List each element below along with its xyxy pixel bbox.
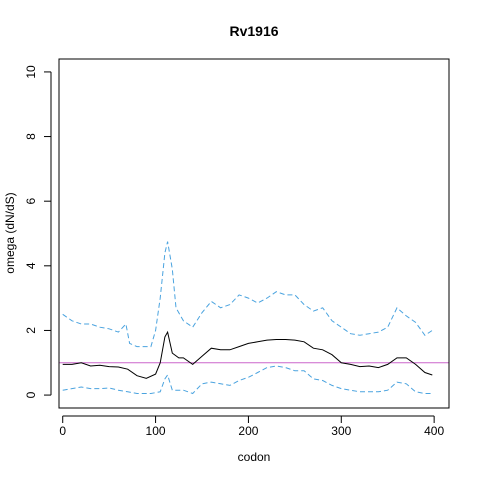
y-tick-label: 4 xyxy=(24,262,38,269)
interval-line-1 xyxy=(62,241,433,348)
omega-line xyxy=(62,330,433,379)
y-axis-title: omega (dN/dS) xyxy=(3,192,17,273)
x-axis: 0 100 200 300 400 xyxy=(59,415,444,438)
x-tick-label: 200 xyxy=(238,424,258,438)
y-axis: 0 2 4 6 8 10 xyxy=(24,65,52,398)
x-tick-label: 100 xyxy=(146,424,166,438)
y-tick-label: 8 xyxy=(24,133,38,140)
y-tick-label: 6 xyxy=(24,198,38,205)
plot-frame xyxy=(58,58,450,409)
plot-area xyxy=(59,241,449,395)
interval-line-2 xyxy=(62,365,433,395)
y-tick-label: 10 xyxy=(24,65,38,79)
x-tick-label: 0 xyxy=(59,424,66,438)
x-tick-label: 400 xyxy=(424,424,444,438)
y-tick-label: 0 xyxy=(24,391,38,398)
x-axis-title: codon xyxy=(238,450,271,464)
y-tick-label: 2 xyxy=(24,327,38,334)
chart-title: Rv1916 xyxy=(229,23,278,39)
x-tick-label: 300 xyxy=(331,424,351,438)
